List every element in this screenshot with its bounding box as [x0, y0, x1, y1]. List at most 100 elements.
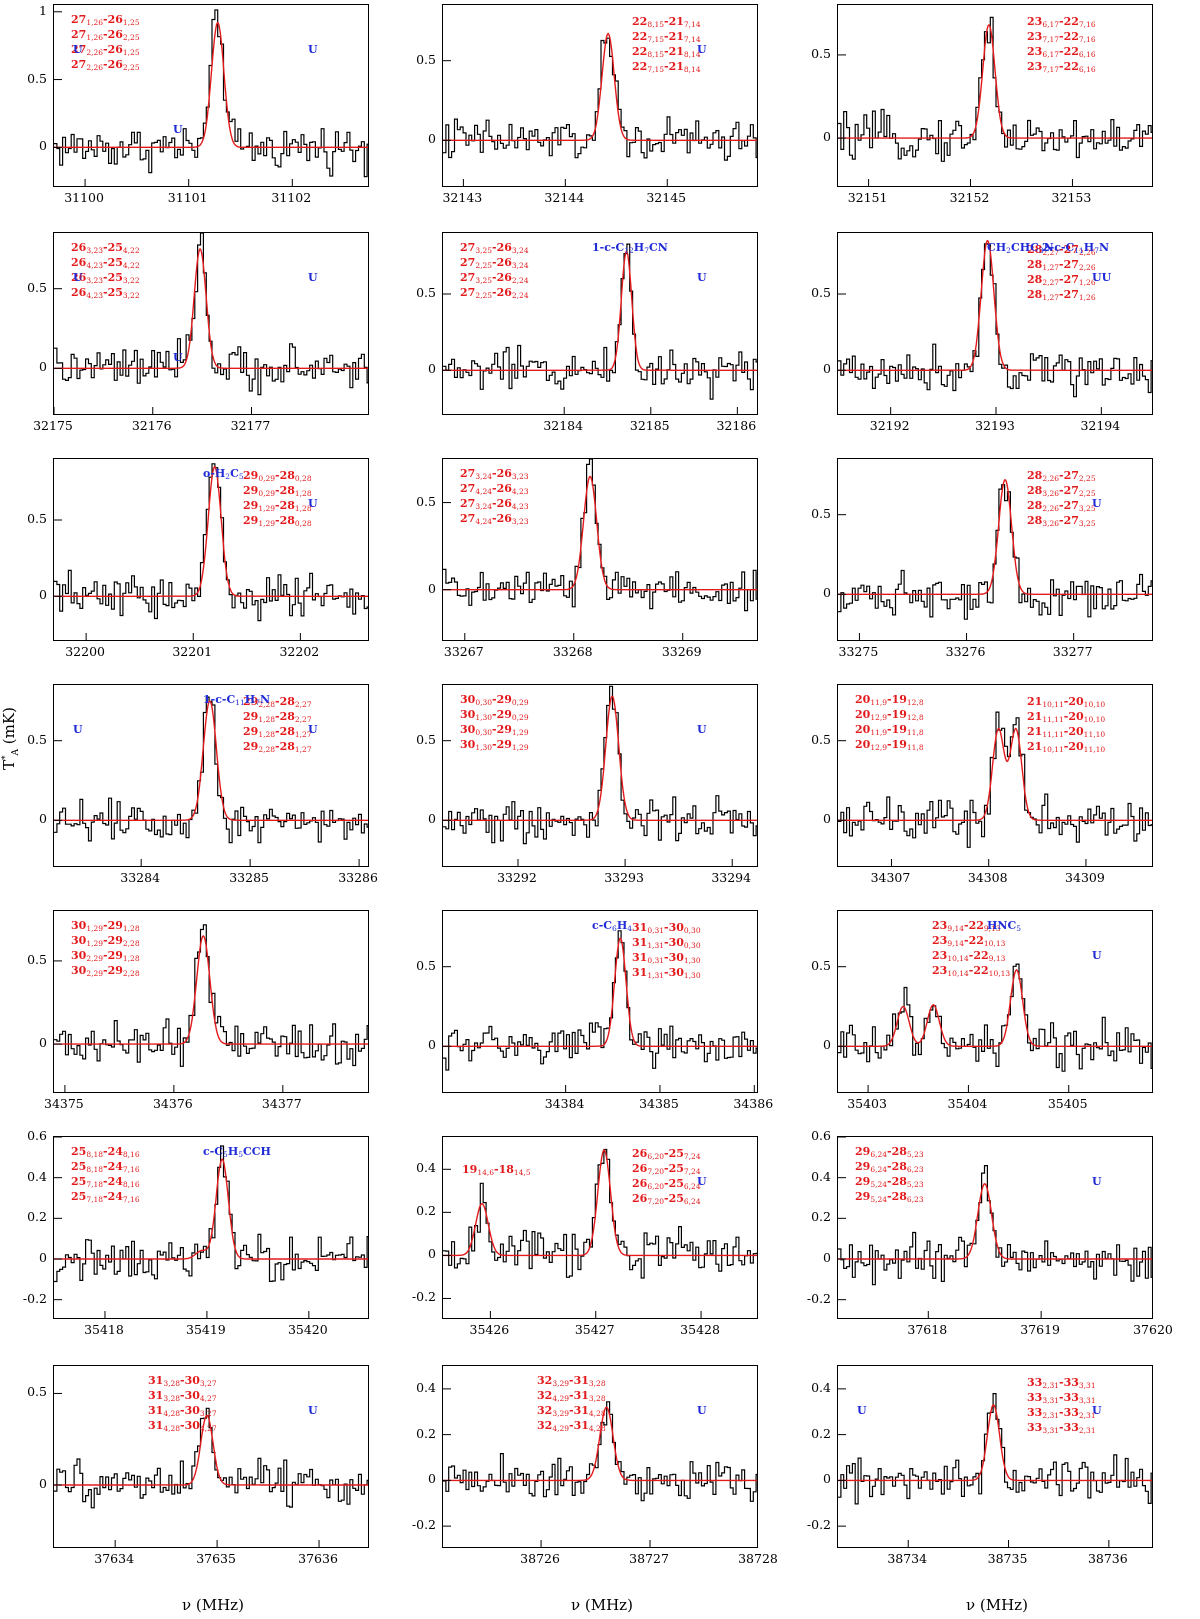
x-tick-label: 34309: [1065, 870, 1105, 885]
x-tick-label: 37618: [907, 1322, 948, 1337]
spectrum-panel-20: [442, 1365, 758, 1548]
transition-label: 301,29-291,28 301,29-292,28 302,29-291,28 3…: [71, 919, 140, 979]
transition-label: 236,17-227,16 237,17-227,16 236,17-226,16 2…: [1027, 15, 1096, 75]
x-tick-label: 32201: [172, 644, 213, 659]
x-tick-label: 32176: [131, 418, 172, 433]
x-tick-label: 35405: [1047, 1096, 1088, 1111]
transition-label: 2110,11-2010,10 2111,11-2010,10 2111,11-20…: [1027, 695, 1106, 755]
x-tick-label: 32177: [230, 418, 271, 433]
transition-label: 266,20-257,24 267,20-257,24 266,20-256,24 2…: [632, 1147, 701, 1207]
model-fit-curve: [443, 32, 757, 141]
x-tick-label: 34384: [544, 1096, 585, 1111]
y-tick-label: -0.2: [22, 1290, 47, 1306]
x-tick-label: 37619: [1020, 1322, 1061, 1337]
y-tick-label: 0.5: [416, 957, 436, 973]
y-tick-label: -0.2: [411, 1517, 436, 1533]
spectrum-panel-10: [53, 684, 369, 867]
x-tick-label: 32153: [1051, 190, 1092, 205]
y-tick-label: 0.2: [27, 1209, 47, 1225]
y-tick-label: 0.2: [811, 1209, 831, 1225]
other-species-label: HNC5: [987, 919, 1021, 934]
x-tick-label: 34308: [967, 870, 1008, 885]
model-fit-curve: [54, 1414, 368, 1486]
y-tick-label: 0: [39, 811, 47, 827]
y-tick-label: 0: [823, 129, 831, 145]
model-fit-curve: [54, 21, 368, 148]
y-tick-label: 0.5: [416, 285, 436, 300]
x-tick-label: 32151: [847, 190, 888, 205]
x-tick-label: 34377: [261, 1096, 302, 1111]
spectrum-plot: [443, 243, 757, 414]
spectrum-panel-17: [442, 1136, 758, 1319]
x-tick-label: 38727: [629, 1551, 669, 1566]
y-tick-label: 0.2: [416, 1425, 436, 1441]
other-species-label: U: [308, 497, 318, 510]
spectrum-panel-12: [837, 684, 1153, 867]
transition-label: 300,30-290,29 301,30-290,29 300,30-291,29 3…: [460, 693, 529, 753]
spectrum-panel-9: [837, 458, 1153, 641]
spectrum-panel-2: [442, 4, 758, 187]
other-species-label: U: [1092, 497, 1102, 510]
x-tick-label: 38736: [1087, 1551, 1128, 1566]
transition-label: 282,27-272,26 281,27-272,26 282,27-271,26 2…: [1027, 243, 1096, 303]
y-tick-label: 0.5: [27, 1384, 47, 1400]
x-tick-label: 37636: [298, 1551, 338, 1566]
other-species-label: U: [73, 723, 83, 736]
y-tick-label: -0.2: [806, 1517, 831, 1533]
transition-label: 292,28-282,27 291,28-282,27 291,28-281,27 2…: [243, 695, 312, 755]
transition-label: 273,24-263,23 274,24-264,23 273,24-264,23 2…: [460, 467, 529, 527]
other-species-label: 1-c-C11H7N: [203, 693, 271, 708]
x-tick-label: 33269: [661, 644, 702, 659]
x-tick-label: 33268: [552, 644, 593, 659]
other-species-label: 1-c-C12H7CN: [592, 241, 668, 256]
model-fit-curve: [443, 1406, 757, 1482]
x-tick-label: 35426: [469, 1322, 510, 1337]
spectrum-panel-15: [837, 910, 1153, 1093]
x-tick-label: 37635: [196, 1551, 236, 1566]
y-tick-label: 0: [39, 359, 47, 375]
observed-spectrum-histogram: [443, 243, 757, 400]
y-tick-label: 0.2: [811, 1425, 831, 1441]
spectrum-panel-21: [837, 1365, 1153, 1548]
spectrum-panel-4: [53, 232, 369, 415]
x-tick-label: 32144: [544, 190, 585, 205]
x-tick-label: 32145: [646, 190, 687, 205]
transition-label: 1914,6-1814,5: [462, 1163, 531, 1178]
other-species-label: U: [1092, 1404, 1102, 1417]
spectrum-plot: [838, 963, 1152, 1092]
spectrum-plot: [54, 1392, 368, 1547]
y-tick-label: 0.5: [811, 45, 831, 61]
other-species-label: U: [1092, 1175, 1102, 1188]
spectrum-plot: [443, 930, 757, 1092]
observed-spectrum-histogram: [838, 243, 1152, 398]
x-tick-label: 33267: [443, 644, 484, 659]
other-species-label: CH2CHC3N: [987, 241, 1054, 256]
x-tick-label: 38728: [738, 1551, 778, 1566]
y-tick-label: 0: [823, 585, 831, 601]
y-tick-label: 0.5: [27, 279, 47, 295]
other-species-label: U: [1092, 949, 1102, 962]
y-tick-label: 0.4: [27, 1168, 47, 1184]
model-fit-curve: [54, 247, 368, 369]
spectrum-plot: [443, 32, 757, 186]
other-species-label: c-C6H4: [592, 919, 632, 934]
model-fit-curve: [443, 475, 757, 591]
y-tick-label: 0: [823, 361, 831, 377]
y-tick-label: 0: [823, 1471, 831, 1487]
observed-spectrum-histogram: [838, 963, 1152, 1072]
y-tick-label: 0: [428, 580, 436, 596]
y-tick-label: 0.4: [811, 1168, 831, 1184]
x-tick-label: 32192: [869, 418, 910, 433]
x-tick-label: 32184: [543, 418, 584, 433]
x-tick-label: 31102: [271, 190, 312, 205]
transition-label: 282,26-272,25 283,26-272,25 282,26-273,25 2…: [1027, 469, 1096, 529]
observed-spectrum-histogram: [443, 1401, 757, 1502]
spectrum-plot: [838, 1388, 1152, 1547]
spectrum-plot: [443, 459, 757, 640]
model-fit-curve: [838, 239, 1152, 371]
transition-label: 263,23-254,22 264,23-254,22 263,23-253,22 2…: [71, 241, 140, 301]
x-tick-label: 34375: [44, 1096, 84, 1111]
y-tick-label: 0.5: [416, 731, 436, 747]
x-tick-label: 34376: [152, 1096, 193, 1111]
observed-spectrum-histogram: [54, 9, 368, 178]
